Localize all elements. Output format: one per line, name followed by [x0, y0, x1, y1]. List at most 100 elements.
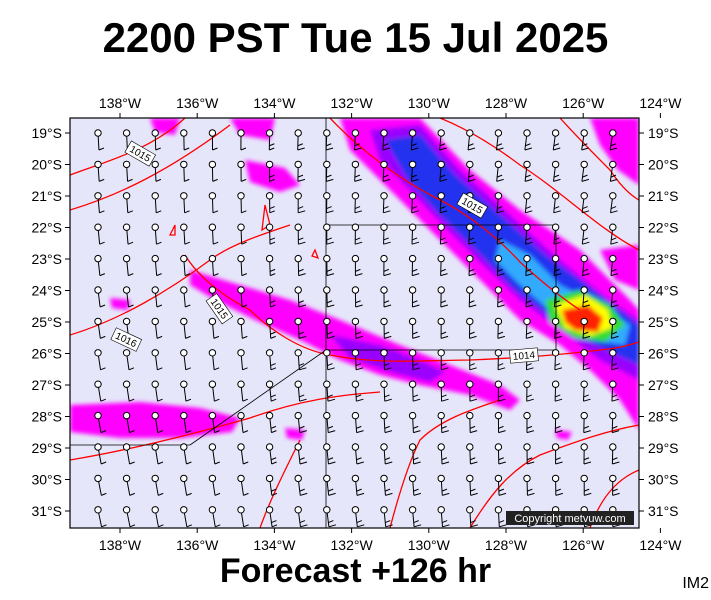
- wind-barb: [323, 317, 335, 339]
- wind-barb: [180, 160, 190, 182]
- lat-label-right: 26°S: [648, 346, 679, 362]
- wind-barb: [237, 129, 247, 151]
- wind-barb: [580, 411, 591, 434]
- lon-label-top: 126°W: [562, 95, 605, 111]
- wind-barb: [122, 286, 134, 308]
- wind-barb: [437, 129, 447, 151]
- wind-barb: [208, 349, 220, 371]
- wind-barb: [351, 160, 362, 182]
- lat-label-right: 21°S: [648, 188, 679, 204]
- wind-barb: [294, 474, 308, 496]
- wind-barb: [408, 411, 421, 434]
- lat-label-right: 31°S: [648, 503, 679, 519]
- wind-barb: [122, 443, 135, 465]
- wind-barb: [265, 474, 278, 496]
- wind-barb: [265, 349, 277, 371]
- wind-barb: [151, 129, 161, 151]
- wind-barb: [580, 349, 591, 371]
- wind-barb: [494, 380, 506, 402]
- lat-label-left: 23°S: [31, 251, 62, 267]
- wind-barb: [237, 192, 247, 214]
- wind-barb: [94, 380, 106, 402]
- wind-barb: [466, 160, 476, 182]
- lat-label-right: 29°S: [648, 440, 679, 456]
- wind-barb: [180, 411, 192, 434]
- wind-barb: [94, 349, 106, 371]
- wind-barb: [437, 443, 450, 465]
- lat-label-right: 22°S: [648, 220, 679, 236]
- lat-label-left: 25°S: [31, 314, 62, 330]
- wind-barb: [180, 254, 191, 277]
- wind-barb: [580, 223, 590, 245]
- isobar-label: 1014: [512, 350, 536, 363]
- wind-barb: [208, 506, 221, 528]
- wind-barb: [294, 286, 307, 308]
- wind-barb: [122, 411, 135, 434]
- lat-label-right: 27°S: [648, 377, 679, 393]
- wind-barb: [265, 192, 275, 214]
- wind-barb: [294, 443, 308, 465]
- wind-barb: [180, 317, 191, 339]
- wind-barb: [466, 286, 477, 308]
- wind-barb: [323, 254, 335, 277]
- wind-barb: [523, 129, 533, 151]
- wind-barb: [94, 443, 107, 465]
- wind-barb: [494, 223, 505, 245]
- wind-barb: [151, 286, 163, 308]
- wind-barb: [609, 160, 618, 182]
- map-frame: [69, 117, 640, 529]
- lat-label-left: 20°S: [31, 157, 62, 173]
- wind-barb: [408, 254, 420, 277]
- wind-barb: [551, 160, 561, 182]
- lat-label-left: 28°S: [31, 409, 62, 425]
- wind-barb: [523, 160, 533, 182]
- wind-barb: [609, 223, 618, 245]
- wind-barb: [408, 380, 421, 402]
- wind-barb: [151, 160, 162, 182]
- wind-barb: [437, 223, 448, 245]
- wind-barb: [265, 129, 275, 151]
- wind-barb: [437, 317, 449, 339]
- wind-barb: [494, 254, 505, 277]
- wind-barb: [180, 349, 191, 371]
- wind-barb: [609, 380, 620, 402]
- wind-barb: [466, 254, 477, 277]
- wind-barb: [609, 286, 619, 308]
- wind-barb: [94, 286, 106, 308]
- lat-label-left: 27°S: [31, 377, 62, 393]
- lon-label-bottom: 132°W: [331, 537, 374, 553]
- wind-barb: [208, 443, 221, 465]
- wind-barb: [523, 192, 533, 214]
- wind-barb: [151, 223, 162, 245]
- wind-barb: [380, 474, 393, 496]
- wind-barb: [494, 317, 505, 339]
- wind-barb: [94, 223, 105, 245]
- wind-barb: [323, 506, 337, 528]
- wind-barb: [580, 286, 590, 308]
- wind-barb: [180, 506, 193, 528]
- lon-label-bottom: 136°W: [176, 537, 219, 553]
- wind-barb: [408, 160, 419, 182]
- wind-barb: [151, 317, 163, 339]
- lon-label-top: 134°W: [253, 95, 296, 111]
- lon-label-top: 138°W: [99, 95, 142, 111]
- wind-barb: [208, 129, 218, 151]
- wind-barb: [408, 349, 421, 371]
- wind-barb: [380, 443, 393, 465]
- wind-barb: [551, 411, 563, 434]
- wind-barb: [551, 317, 562, 339]
- lat-label-left: 31°S: [31, 503, 62, 519]
- wind-barb: [94, 160, 105, 182]
- wind-barb: [523, 474, 535, 496]
- wind-barb: [351, 380, 364, 402]
- wind-barb: [294, 192, 306, 214]
- wind-barb: [466, 506, 479, 528]
- wind-barb: [494, 506, 507, 528]
- wind-barb: [208, 254, 219, 277]
- lon-label-bottom: 138°W: [99, 537, 142, 553]
- wind-barb: [180, 223, 191, 245]
- wind-barb: [180, 380, 192, 402]
- wind-barb: [466, 411, 478, 434]
- wind-barb: [323, 411, 336, 434]
- lat-label-left: 22°S: [31, 220, 62, 236]
